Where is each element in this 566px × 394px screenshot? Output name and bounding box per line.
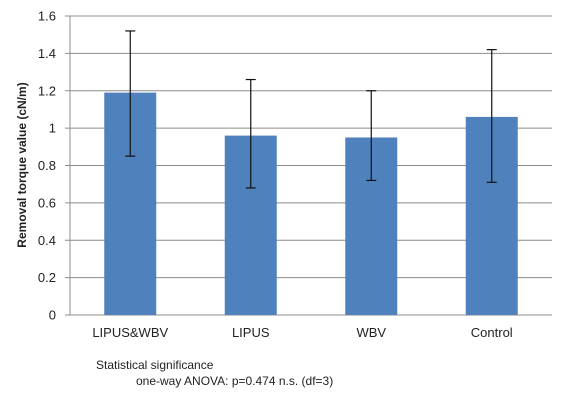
y-tick-label: 0.4 <box>38 233 56 248</box>
y-tick-label: 1.2 <box>38 83 56 98</box>
y-tick-label: 1 <box>49 121 56 136</box>
significance-title: Statistical significance <box>96 358 214 372</box>
x-category-label: WBV <box>356 325 386 340</box>
y-tick-label: 0.8 <box>38 158 56 173</box>
x-category-label: LIPUS&WBV <box>92 325 168 340</box>
bars <box>104 92 518 316</box>
y-tick-label: 0 <box>49 308 56 323</box>
y-tick-label: 0.6 <box>38 195 56 210</box>
x-category-labels: LIPUS&WBV LIPUS WBV Control <box>92 325 512 340</box>
error-bars <box>125 30 497 189</box>
y-tick-labels: 0 0.2 0.4 0.6 0.8 1 1.2 1.4 1.6 <box>38 9 56 323</box>
y-axis-title: Removal torque value (cN/m) <box>15 82 29 247</box>
y-tick-label: 1.4 <box>38 46 56 61</box>
x-category-label: Control <box>471 325 513 340</box>
x-category-label: LIPUS <box>232 325 270 340</box>
significance-detail: one-way ANOVA: p=0.474 n.s. (df=3) <box>136 374 334 388</box>
y-tick-label: 0.2 <box>38 270 56 285</box>
y-tick-label: 1.6 <box>38 9 56 24</box>
